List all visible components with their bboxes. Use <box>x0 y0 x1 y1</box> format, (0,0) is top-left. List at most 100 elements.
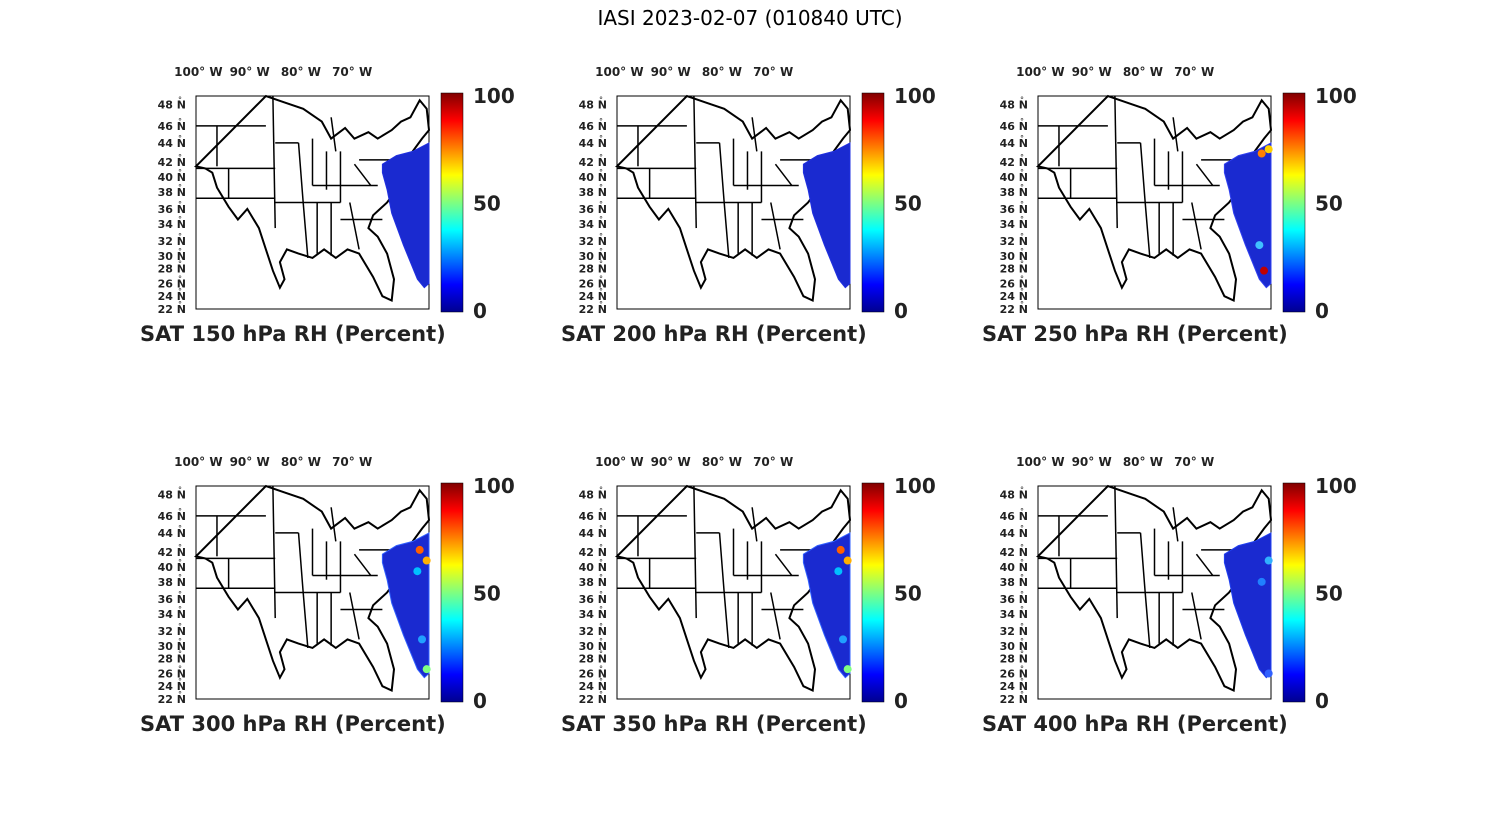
colorbar <box>440 92 464 313</box>
us-outline <box>615 94 852 302</box>
degree-symbol: ° <box>178 153 182 162</box>
lat-tick-label: 30 N <box>158 250 186 263</box>
degree-symbol: ° <box>599 622 603 631</box>
degree-symbol: ° <box>599 664 603 673</box>
map-panel: 48 N°46 N°44 N°42 N°40 N°38 N°36 N°34 N°… <box>140 65 515 346</box>
degree-symbol: ° <box>1020 664 1024 673</box>
rh-swath <box>1223 532 1272 679</box>
degree-symbol: ° <box>178 260 182 269</box>
state-border <box>353 163 372 186</box>
lat-tick-label: 42 N <box>158 546 186 559</box>
colorbar-tick-label: 100 <box>473 84 515 108</box>
rh-swath-point <box>418 635 427 644</box>
degree-symbol: ° <box>178 117 182 126</box>
degree-symbol: ° <box>599 558 603 567</box>
degree-symbol: ° <box>1020 637 1024 646</box>
lon-tick-label: 80° W <box>702 455 742 469</box>
degree-symbol: ° <box>1020 260 1024 269</box>
degree-symbol: ° <box>178 486 182 495</box>
state-border <box>693 95 697 229</box>
degree-symbol: ° <box>599 168 603 177</box>
colorbar-tick-label: 0 <box>894 299 908 323</box>
degree-symbol: ° <box>178 664 182 673</box>
us-outline <box>1036 94 1273 302</box>
degree-symbol: ° <box>599 543 603 552</box>
lat-tick-label: 42 N <box>158 156 186 169</box>
lat-tick-label: 44 N <box>1000 527 1028 540</box>
lat-tick-label: 34 N <box>158 608 186 621</box>
state-border <box>1172 507 1179 542</box>
lat-tick-label: 28 N <box>1000 263 1028 276</box>
degree-symbol: ° <box>178 622 182 631</box>
degree-symbol: ° <box>1020 677 1024 686</box>
rh-swath-point <box>1264 669 1273 678</box>
colorbar-tick-label: 100 <box>894 84 936 108</box>
lat-tick-label: 42 N <box>579 546 607 559</box>
state-border <box>723 202 730 258</box>
state-border <box>1139 142 1146 203</box>
colorbar-tick-label: 50 <box>473 582 501 606</box>
lon-tick-label: 80° W <box>1123 65 1163 79</box>
us-outline <box>194 94 431 302</box>
lat-tick-label: 42 N <box>579 156 607 169</box>
lat-tick-label: 40 N <box>1000 561 1028 574</box>
degree-symbol: ° <box>599 507 603 516</box>
state-border <box>774 163 793 186</box>
degree-symbol: ° <box>599 637 603 646</box>
lon-tick-label: 70° W <box>332 65 372 79</box>
state-border <box>1195 553 1214 576</box>
lon-tick-label: 70° W <box>1174 455 1214 469</box>
us-outline <box>194 484 431 692</box>
state-border <box>349 592 360 640</box>
degree-symbol: ° <box>599 605 603 614</box>
lat-tick-label: 44 N <box>158 527 186 540</box>
degree-symbol: ° <box>1020 153 1024 162</box>
figure-title: IASI 2023-02-07 (010840 UTC) <box>597 6 903 30</box>
lon-tick-label: 80° W <box>1123 455 1163 469</box>
us-outline <box>1036 484 1273 692</box>
degree-symbol: ° <box>599 153 603 162</box>
lat-tick-label: 24 N <box>579 290 607 303</box>
degree-symbol: ° <box>599 590 603 599</box>
degree-symbol: ° <box>599 200 603 209</box>
state-border <box>302 592 309 648</box>
lat-tick-label: 46 N <box>579 120 607 133</box>
state-border <box>272 95 276 229</box>
lat-tick-label: 36 N <box>158 593 186 606</box>
panel-title: SAT 250 hPa RH (Percent) <box>982 322 1288 346</box>
degree-symbol: ° <box>1020 507 1024 516</box>
lat-tick-label: 28 N <box>579 263 607 276</box>
lon-tick-label: 70° W <box>332 455 372 469</box>
degree-symbol: ° <box>1020 200 1024 209</box>
lat-tick-label: 36 N <box>1000 203 1028 216</box>
degree-symbol: ° <box>1020 168 1024 177</box>
lat-tick-label: 30 N <box>1000 250 1028 263</box>
rh-swath-point <box>422 665 431 674</box>
lat-tick-label: 32 N <box>1000 625 1028 638</box>
degree-symbol: ° <box>1020 232 1024 241</box>
state-border <box>1191 202 1202 250</box>
degree-symbol: ° <box>599 274 603 283</box>
degree-symbol: ° <box>1020 650 1024 659</box>
panel-title: SAT 200 hPa RH (Percent) <box>561 322 867 346</box>
rh-swath-point <box>422 556 431 565</box>
degree-symbol: ° <box>178 287 182 296</box>
degree-symbol: ° <box>178 637 182 646</box>
degree-symbol: ° <box>599 232 603 241</box>
lat-tick-label: 24 N <box>579 680 607 693</box>
rh-swath-point <box>413 567 422 576</box>
degree-symbol: ° <box>599 117 603 126</box>
lat-tick-label: 28 N <box>1000 653 1028 666</box>
lat-tick-label: 26 N <box>158 667 186 680</box>
state-border <box>1191 592 1202 640</box>
degree-symbol: ° <box>1020 117 1024 126</box>
colorbar-tick-label: 0 <box>1315 299 1329 323</box>
lat-tick-label: 32 N <box>1000 235 1028 248</box>
state-border <box>349 202 360 250</box>
lat-tick-label: 32 N <box>579 625 607 638</box>
degree-symbol: ° <box>1020 215 1024 224</box>
lat-tick-label: 26 N <box>1000 277 1028 290</box>
degree-symbol: ° <box>599 247 603 256</box>
state-border <box>1139 532 1146 593</box>
lat-tick-label: 46 N <box>158 510 186 523</box>
